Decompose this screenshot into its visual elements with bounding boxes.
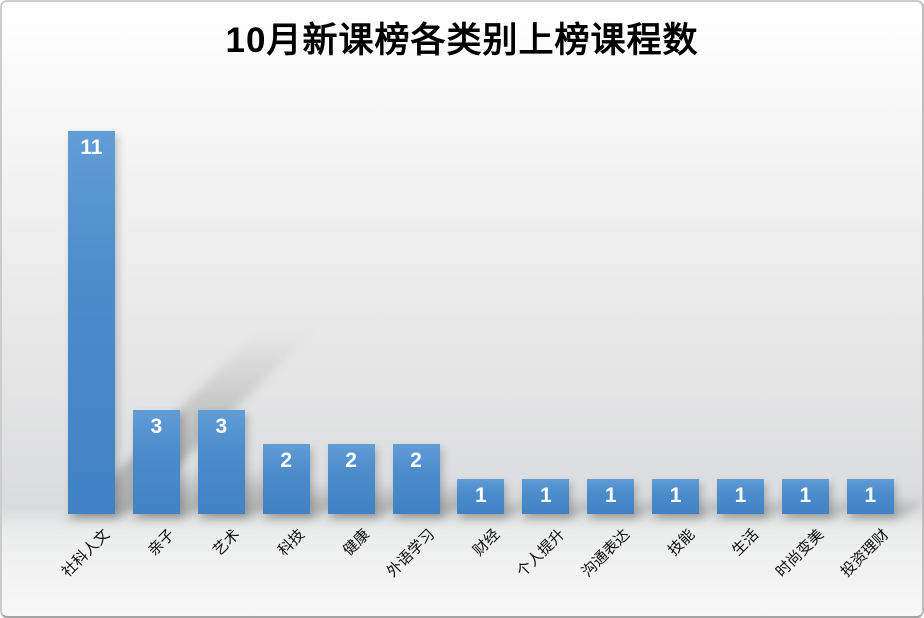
bar-value-label: 1 <box>539 484 552 508</box>
chart-title: 10月新课榜各类别上榜课程数 <box>225 21 699 60</box>
bar: 2 <box>392 444 440 514</box>
bar-group-3: 3 <box>197 409 365 517</box>
category-label: 社科人文 <box>59 526 114 581</box>
bar-value-label: 1 <box>604 484 617 508</box>
bar-value-label: 3 <box>215 414 228 438</box>
bar-group-7: 1 <box>457 479 555 517</box>
bar-value-label: 3 <box>150 414 163 438</box>
bar: 2 <box>327 444 375 514</box>
category-label: 亲子 <box>145 526 179 560</box>
bar: 1 <box>717 479 764 514</box>
bar-group-6: 2 <box>392 444 525 517</box>
bar-value-label: 2 <box>345 449 357 473</box>
bar: 3 <box>132 409 180 514</box>
category-label: 投资理财 <box>837 526 893 581</box>
category-label: 健康 <box>340 526 374 560</box>
bar-group-12: 1 <box>781 479 879 517</box>
bar: 2 <box>262 444 310 514</box>
category-label: 个人提升 <box>513 526 568 581</box>
bar-group-5: 2 <box>327 444 460 517</box>
category-label: 时尚变美 <box>773 526 828 581</box>
bar-value-label: 1 <box>734 484 747 508</box>
bar-group-4: 2 <box>262 444 395 517</box>
bar-value-label: 2 <box>280 449 293 473</box>
bar: 1 <box>522 479 570 514</box>
bar: 1 <box>587 479 635 514</box>
category-label: 科技 <box>275 526 309 560</box>
bar-value-label: 2 <box>410 449 422 473</box>
bar: 3 <box>197 409 245 514</box>
bar: 11 <box>68 131 115 514</box>
bar-value-label: 11 <box>80 136 103 160</box>
bar-value-label: 1 <box>475 484 487 508</box>
bar-value-label: 1 <box>864 484 877 508</box>
category-label: 艺术 <box>210 526 244 560</box>
category-label: 沟通表达 <box>578 526 633 581</box>
bar-group-8: 1 <box>522 479 620 517</box>
bar: 1 <box>846 479 894 514</box>
category-label: 外语学习 <box>383 526 439 581</box>
category-label: 财经 <box>469 526 504 560</box>
bar: 1 <box>652 479 700 514</box>
category-label: 生活 <box>729 526 763 560</box>
bar-value-label: 1 <box>799 484 812 508</box>
bar-group-1: 11 <box>68 131 513 517</box>
bar: 1 <box>457 479 505 514</box>
bar-group-2: 3 <box>132 409 300 517</box>
category-label: 技能 <box>664 526 698 560</box>
bar-value-label: 1 <box>669 484 682 508</box>
bar-group-11: 1 <box>717 479 814 517</box>
bar-group-10: 1 <box>652 479 749 517</box>
bar-group-9: 1 <box>587 479 684 517</box>
bar: 1 <box>781 479 829 514</box>
bar-group-13: 1 <box>846 479 922 517</box>
